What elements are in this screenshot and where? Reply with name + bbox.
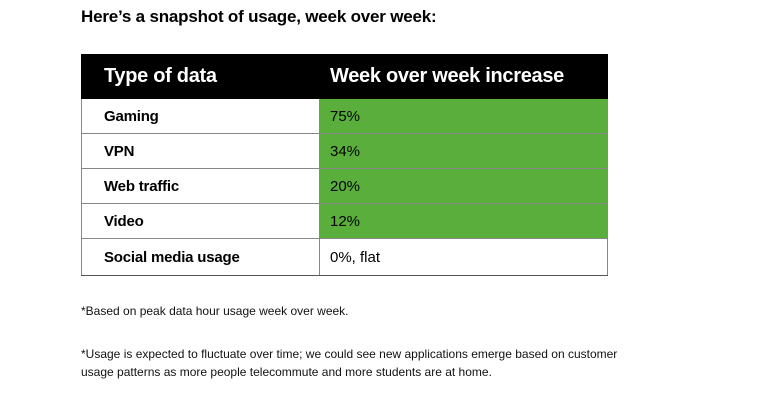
- row-type-social-media-usage: Social media usage: [81, 238, 320, 276]
- row-type-web-traffic: Web traffic: [81, 168, 320, 204]
- row-value-vpn: 34%: [319, 133, 608, 169]
- row-type-gaming: Gaming: [81, 99, 320, 134]
- usage-table: Type of data Week over week increase Gam…: [81, 54, 608, 276]
- page-heading: Here’s a snapshot of usage, week over we…: [81, 7, 437, 26]
- footnote-usage-fluctuation: *Usage is expected to fluctuate over tim…: [81, 347, 618, 379]
- row-value-gaming: 75%: [319, 99, 608, 134]
- table-row: Gaming 75%: [81, 99, 608, 134]
- table-header-row: Type of data Week over week increase: [81, 54, 608, 99]
- row-type-vpn: VPN: [81, 133, 320, 169]
- footnote-peak-hour: *Based on peak data hour usage week over…: [81, 304, 349, 318]
- header-type-of-data: Type of data: [81, 54, 320, 99]
- row-value-social-media-usage: 0%, flat: [319, 238, 608, 276]
- row-value-web-traffic: 20%: [319, 168, 608, 204]
- table-row: VPN 34%: [81, 133, 608, 169]
- table-row: Social media usage 0%, flat: [81, 238, 608, 276]
- table-row: Video 12%: [81, 203, 608, 239]
- table-row: Web traffic 20%: [81, 168, 608, 204]
- header-week-over-week-increase: Week over week increase: [319, 54, 608, 99]
- row-type-video: Video: [81, 203, 320, 239]
- row-value-video: 12%: [319, 203, 608, 239]
